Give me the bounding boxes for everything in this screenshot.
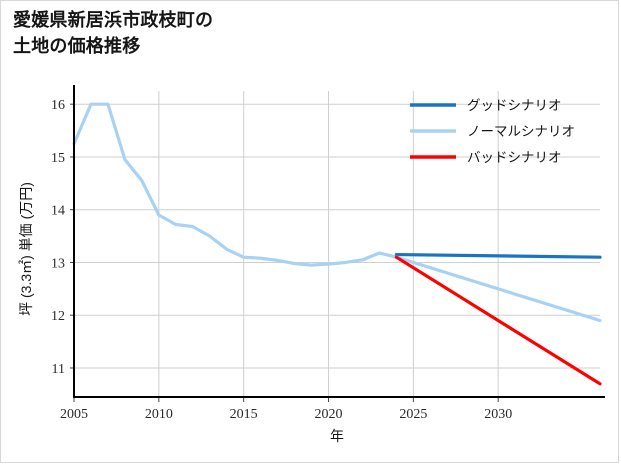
series-group bbox=[72, 102, 602, 386]
y-tick-label: 14 bbox=[51, 204, 65, 219]
x-tick-label: 2030 bbox=[484, 407, 512, 422]
y-tick-labels-group: 11 12 13 14 15 16 bbox=[51, 98, 65, 377]
series-line-1 bbox=[394, 252, 602, 259]
axis-spines-group bbox=[73, 85, 605, 398]
x-tick-label: 2015 bbox=[230, 407, 258, 422]
page-title: 愛媛県新居浜市政枝町の 土地の価格推移 bbox=[13, 10, 214, 57]
y-tick-label: 16 bbox=[51, 98, 65, 113]
legend-label-2: バッドシナリオ bbox=[467, 150, 562, 165]
x-tick-label: 2010 bbox=[145, 407, 173, 422]
series-line-3 bbox=[394, 255, 602, 386]
gridlines-group bbox=[74, 91, 600, 397]
y-tick-label: 15 bbox=[51, 151, 65, 166]
x-tick-label: 2005 bbox=[60, 407, 88, 422]
tickmarks-group bbox=[70, 103, 499, 402]
legend-label-1: ノーマルシナリオ bbox=[467, 124, 575, 139]
series-line-0 bbox=[72, 102, 398, 267]
x-tick-labels-group: 2005 2010 2015 2020 2025 2030 bbox=[60, 407, 512, 422]
x-axis-title: 年 bbox=[330, 428, 344, 444]
y-tick-label: 11 bbox=[52, 362, 65, 377]
y-axis-title: 坪 (3.3㎡) 単価 (万円) bbox=[18, 182, 34, 316]
y-tick-label: 13 bbox=[51, 256, 65, 271]
series-line-2 bbox=[394, 255, 602, 323]
y-tick-label: 12 bbox=[51, 309, 65, 324]
x-tick-label: 2025 bbox=[399, 407, 427, 422]
x-tick-label: 2020 bbox=[315, 407, 343, 422]
legend-label-0: グッドシナリオ bbox=[467, 98, 562, 113]
